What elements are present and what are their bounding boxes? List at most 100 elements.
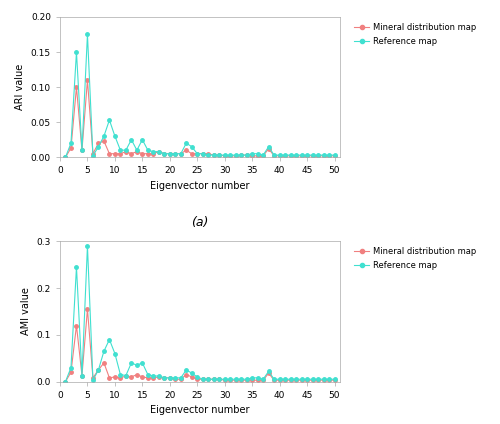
Reference map [156,374,162,379]
Reference map [79,373,85,378]
Mineral distribution map [210,153,216,158]
Mineral distribution map [184,372,190,377]
Mineral distribution map [101,360,107,365]
Mineral distribution map [79,373,85,378]
Mineral distribution map [79,148,85,153]
Reference map [310,377,316,382]
Mineral distribution map [84,78,90,83]
Reference map [222,377,228,382]
Reference map [145,148,151,153]
Mineral distribution map [222,378,228,383]
Reference map [249,375,255,380]
Mineral distribution map [128,374,134,379]
Mineral distribution map [260,153,266,158]
Mineral distribution map [134,149,140,154]
Mineral distribution map [167,375,173,380]
Mineral distribution map [162,375,168,380]
Mineral distribution map [178,151,184,156]
Reference map [74,265,80,270]
Line: Reference map: Reference map [64,244,336,383]
Reference map [254,151,260,156]
Mineral distribution map [232,378,238,383]
Reference map [194,374,200,379]
Mineral distribution map [320,378,326,383]
Reference map [298,153,304,158]
Mineral distribution map [74,323,80,328]
Mineral distribution map [315,378,321,383]
Mineral distribution map [266,371,272,376]
Reference map [128,360,134,365]
Mineral distribution map [332,153,338,158]
Reference map [227,377,233,382]
Mineral distribution map [222,153,228,158]
Reference map [238,153,244,158]
Reference map [156,149,162,154]
Reference map [288,377,294,382]
Mineral distribution map [200,151,205,156]
Y-axis label: ARI value: ARI value [16,64,26,110]
Reference map [62,379,68,384]
Mineral distribution map [123,374,129,379]
Mineral distribution map [293,153,299,158]
Mineral distribution map [172,377,178,382]
Reference map [254,375,260,380]
Mineral distribution map [200,377,205,382]
Reference map [216,377,222,382]
Reference map [326,153,332,158]
Reference map [150,374,156,379]
Mineral distribution map [167,151,173,156]
Reference map [134,363,140,368]
Mineral distribution map [156,374,162,379]
Mineral distribution map [232,153,238,158]
Reference map [84,243,90,248]
Mineral distribution map [145,375,151,380]
Reference map [298,377,304,382]
Reference map [162,375,168,380]
Mineral distribution map [68,370,74,375]
Reference map [68,365,74,370]
Mineral distribution map [112,374,118,379]
Mineral distribution map [112,151,118,156]
Reference map [112,134,118,139]
Reference map [178,375,184,380]
Mineral distribution map [90,375,96,380]
Line: Mineral distribution map: Mineral distribution map [64,307,336,383]
Reference map [167,151,173,156]
Mineral distribution map [189,374,195,379]
X-axis label: Eigenvector number: Eigenvector number [150,181,250,191]
Reference map [320,153,326,158]
Reference map [205,153,211,158]
Mineral distribution map [96,367,102,372]
Mineral distribution map [194,377,200,382]
Mineral distribution map [298,153,304,158]
Reference map [216,153,222,158]
Mineral distribution map [326,153,332,158]
Reference map [128,137,134,142]
Mineral distribution map [123,149,129,154]
Reference map [134,148,140,153]
Mineral distribution map [276,153,282,158]
Mineral distribution map [184,148,190,153]
Reference map [244,153,250,158]
Reference map [304,153,310,158]
Mineral distribution map [118,375,124,380]
Reference map [282,153,288,158]
Reference map [106,117,112,123]
Mineral distribution map [282,153,288,158]
Mineral distribution map [238,153,244,158]
Reference map [249,151,255,156]
Reference map [266,369,272,374]
Reference map [118,372,124,377]
Reference map [282,377,288,382]
Reference map [112,351,118,356]
Reference map [332,377,338,382]
Reference map [210,377,216,382]
Mineral distribution map [90,151,96,156]
Mineral distribution map [140,151,145,156]
Reference map [271,377,277,382]
Reference map [200,151,205,156]
Mineral distribution map [210,377,216,382]
Reference map [293,377,299,382]
Reference map [167,375,173,380]
Reference map [96,367,102,372]
